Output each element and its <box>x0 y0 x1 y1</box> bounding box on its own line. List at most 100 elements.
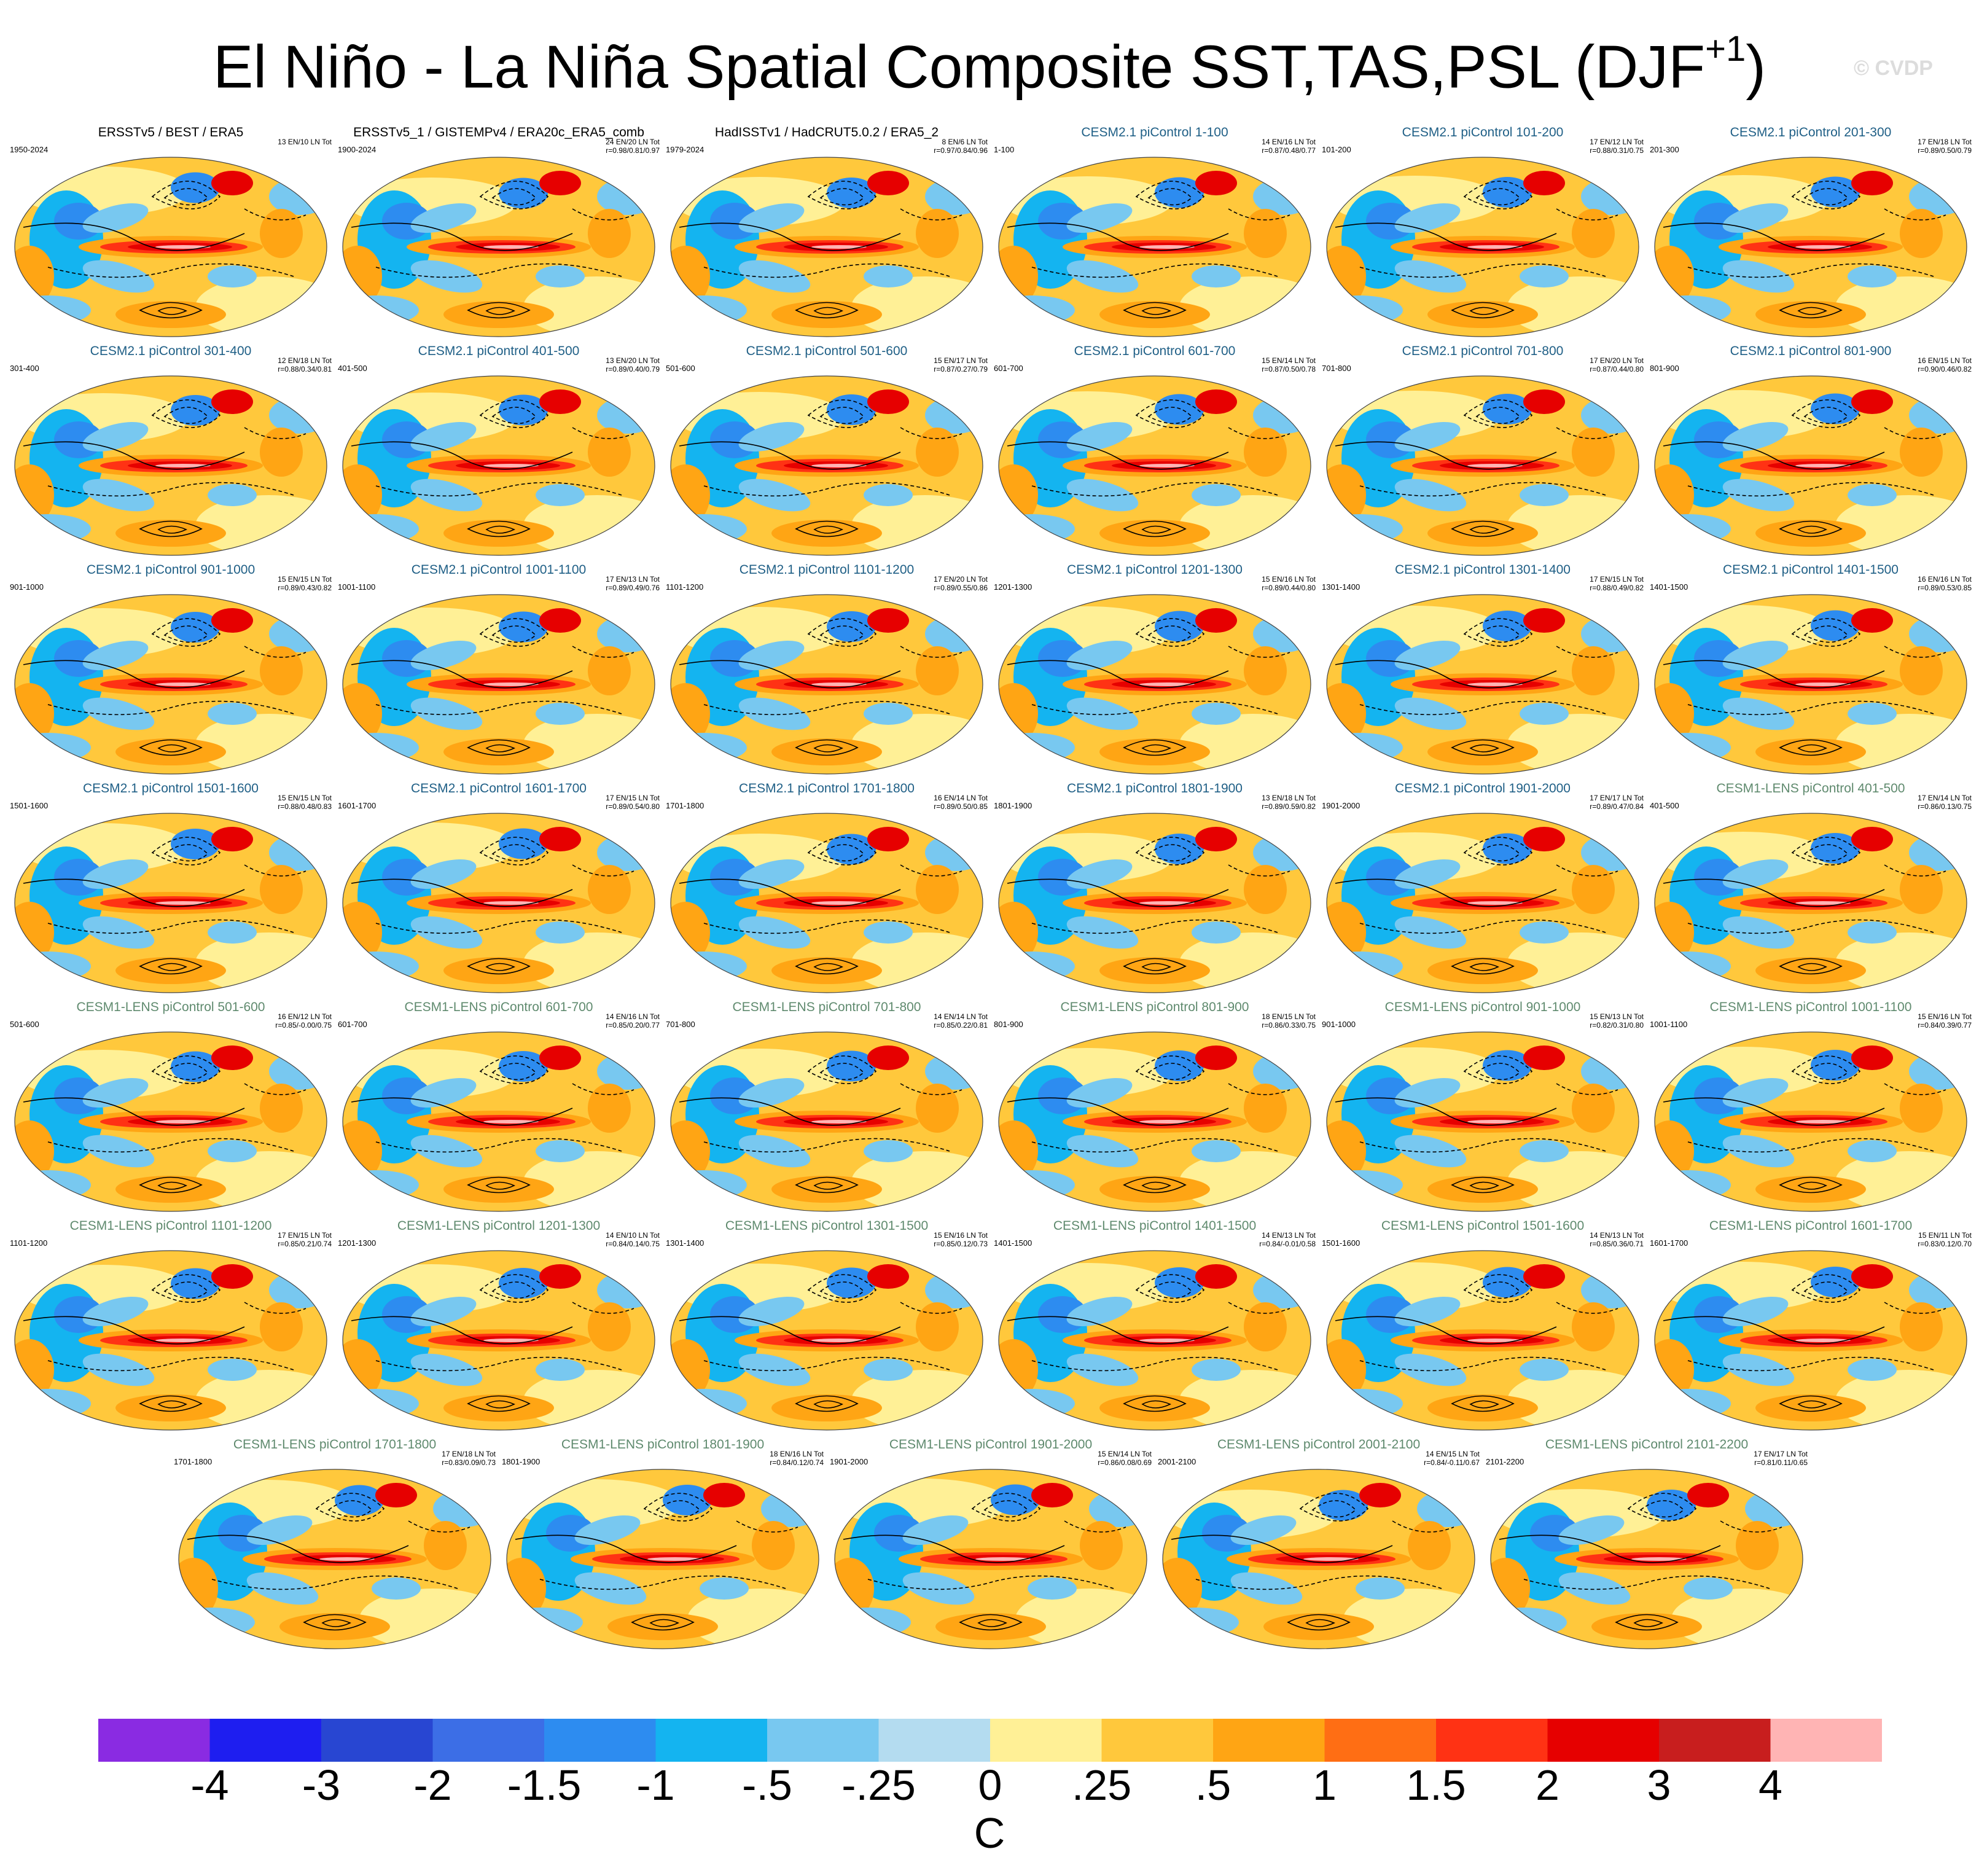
nino-peak <box>155 682 211 686</box>
composite-map <box>670 375 983 556</box>
psl-atlantic-contour <box>572 1083 634 1095</box>
psl-low-contour <box>807 181 877 209</box>
map-panel: CESM2.1 piControl 1301-1400 1301-1400 17 E… <box>1318 560 1647 779</box>
panel-pattern-correlation: r=0.86/0.33/0.75 <box>1262 1021 1316 1030</box>
south-america-cool <box>372 1577 421 1600</box>
nino-peak <box>1467 1339 1523 1342</box>
composite-map <box>14 813 327 993</box>
colorbar-tick-label: -2 <box>413 1761 452 1809</box>
panel-pattern-correlation: r=0.87/0.44/0.80 <box>1590 365 1644 373</box>
panel-en-ln-count: 15 EN/16 LN Tot <box>934 1231 988 1240</box>
composite-map <box>670 594 983 775</box>
panel-event-counts: 15 EN/11 LN Tot r=0.83/0.12/0.70 <box>1918 1231 1972 1248</box>
africa-warm <box>588 1302 631 1351</box>
colorbar-segment <box>321 1719 433 1762</box>
subtropical-cool-north <box>1394 859 1461 889</box>
map-panel: ERSSTv5 / BEST / ERA5 1950-2024 13 EN/10 L… <box>6 123 335 342</box>
map-outline <box>1326 813 1639 993</box>
colorbar-tick-label: -1.5 <box>507 1761 582 1809</box>
map-outline <box>670 1031 983 1212</box>
panel-pattern-correlation: r=0.85/0.12/0.73 <box>934 1240 988 1248</box>
psl-low-contour <box>151 837 221 866</box>
south-america-cool <box>864 1359 913 1381</box>
psl-high-contour <box>467 302 531 319</box>
psl-low-contour-inner <box>1147 1281 1193 1299</box>
map-panel: CESM1-LENS piControl 501-600 501-600 16 EN… <box>6 998 335 1216</box>
panel-pattern-correlation: r=0.86/0.08/0.69 <box>1098 1458 1152 1467</box>
psl-contour-line <box>23 1316 245 1345</box>
psl-low-contour <box>1463 837 1533 866</box>
panel-period: 401-500 <box>338 364 367 373</box>
south-america-cool <box>1520 1140 1569 1162</box>
panel-title: CESM2.1 piControl 101-200 <box>1402 125 1564 139</box>
subtropical-cool-north <box>738 203 805 233</box>
psl-contour-line <box>515 1534 737 1563</box>
panel-en-ln-count: 16 EN/12 LN Tot <box>278 1012 332 1021</box>
psl-contour-line-dashed <box>375 1356 622 1372</box>
panel-pattern-correlation: r=0.89/0.49/0.76 <box>606 584 660 592</box>
psl-low-contour-inner <box>1475 844 1521 862</box>
psl-low-contour-inner <box>1147 844 1193 862</box>
psl-high-contour <box>1123 302 1187 319</box>
africa-warm <box>424 1521 467 1570</box>
psl-low-contour-inner <box>819 407 865 424</box>
subtropical-cool-north <box>82 1297 149 1326</box>
subtropical-cool-north <box>82 1078 149 1108</box>
psl-high-contour <box>1123 520 1187 537</box>
north-america-warm <box>211 1264 253 1289</box>
panel-period: 1101-1200 <box>10 1238 48 1248</box>
colorbar-segment <box>990 1719 1102 1762</box>
subtropical-cool-south <box>410 1135 483 1168</box>
credit-watermark: © CVDP <box>1854 57 1933 80</box>
south-america-cool <box>208 703 257 725</box>
panel-pattern-correlation: r=0.85/0.21/0.74 <box>278 1240 332 1248</box>
psl-atlantic-contour <box>1228 208 1290 221</box>
nino-peak <box>1795 682 1851 686</box>
title-superscript: +1 <box>1705 29 1746 69</box>
panel-event-counts: 13 EN/20 LN Tot r=0.89/0.40/0.79 <box>606 356 660 373</box>
subtropical-cool-north <box>1230 1515 1297 1545</box>
africa-warm <box>260 1302 303 1351</box>
psl-atlantic-contour <box>1556 427 1618 439</box>
panel-period: 901-1000 <box>10 582 44 592</box>
panel-title: CESM1-LENS piControl 1201-1300 <box>397 1219 601 1233</box>
subtropical-cool-north <box>410 422 477 451</box>
nino-peak <box>811 901 867 905</box>
psl-atlantic-contour <box>244 646 306 658</box>
nino-peak <box>1795 901 1851 905</box>
psl-low-contour-inner <box>491 625 537 643</box>
psl-atlantic-contour <box>900 208 962 221</box>
psl-atlantic-contour <box>244 208 306 221</box>
psl-atlantic-contour <box>900 1083 962 1095</box>
panel-event-counts: 12 EN/18 LN Tot r=0.88/0.34/0.81 <box>278 356 332 373</box>
psl-high-contour-inner <box>485 744 515 752</box>
panel-event-counts: 17 EN/15 LN Tot r=0.85/0.21/0.74 <box>278 1231 332 1248</box>
south-america-cool <box>208 1140 257 1162</box>
subtropical-cool-south <box>1066 1353 1139 1386</box>
map-outline <box>998 594 1311 775</box>
psl-low-contour <box>1135 1274 1205 1303</box>
south-america-cool <box>1356 1577 1405 1600</box>
panel-period: 801-900 <box>1650 364 1679 373</box>
panel-event-counts: 13 EN/18 LN Tot r=0.89/0.59/0.82 <box>1262 794 1316 811</box>
psl-low-contour-inner <box>819 1063 865 1081</box>
south-america-cool <box>1192 265 1241 287</box>
north-pacific-cool <box>1155 394 1204 425</box>
psl-high-contour <box>795 520 859 537</box>
psl-high-contour <box>139 1395 203 1412</box>
panel-title: CESM2.1 piControl 701-800 <box>1402 344 1564 358</box>
panel-event-counts: 15 EN/17 LN Tot r=0.87/0.27/0.79 <box>934 356 988 373</box>
colorbar-tick-label: -4 <box>190 1761 229 1809</box>
map-panel: CESM1-LENS piControl 1301-1500 1301-1400 1… <box>662 1216 991 1435</box>
map-outline <box>1654 594 1967 775</box>
africa-warm <box>260 646 303 695</box>
psl-high-contour-inner <box>1797 525 1827 534</box>
colorbar-segment <box>1101 1719 1214 1762</box>
psl-low-contour <box>151 181 221 209</box>
psl-contour-line <box>23 660 245 689</box>
subtropical-cool-south <box>82 916 155 949</box>
psl-low-contour-inner <box>491 188 537 206</box>
colorbar-units: C <box>974 1809 1005 1857</box>
map-outline <box>998 157 1311 337</box>
psl-contour-line-dashed <box>1031 482 1278 497</box>
